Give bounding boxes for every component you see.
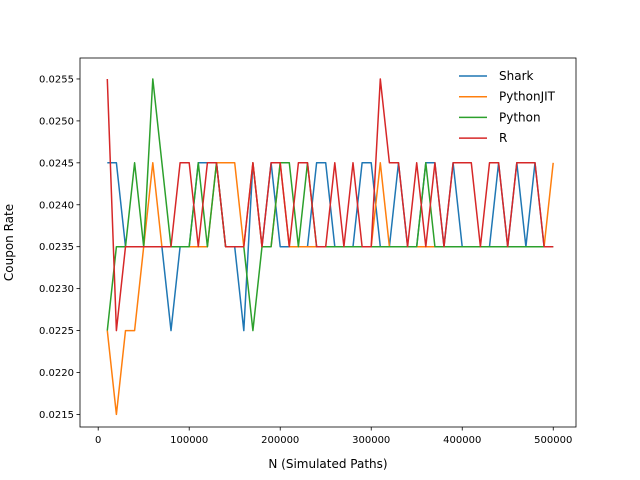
x-tick-label: 400000 (443, 435, 481, 446)
legend-label: Python (499, 110, 541, 124)
x-axis-label: N (Simulated Paths) (268, 457, 387, 471)
y-tick-label: 0.0245 (39, 158, 74, 169)
y-tick-label: 0.0220 (39, 368, 74, 379)
series-layer (106, 78, 554, 416)
y-tick-label: 0.0240 (39, 200, 74, 211)
legend: Shark PythonJIT Python R (459, 69, 556, 145)
y-tick-label: 0.0230 (39, 284, 74, 295)
series-line-python (106, 78, 554, 332)
legend-label: Shark (499, 69, 534, 83)
axes-frame (79, 57, 577, 428)
series-line-r (106, 78, 554, 332)
x-tick-label: 0 (95, 435, 101, 446)
y-tick-label: 0.0215 (39, 410, 74, 421)
x-tick-label: 100000 (170, 435, 208, 446)
x-axis-ticks: 0 100000 200000 300000 400000 500000 (95, 427, 572, 446)
plot-area (79, 57, 577, 428)
y-tick-label: 0.0225 (39, 326, 74, 337)
y-tick-label: 0.0250 (39, 116, 74, 127)
y-axis-label: Coupon Rate (2, 204, 16, 281)
x-tick-label: 300000 (352, 435, 390, 446)
y-axis-ticks: 0.0215 0.0220 0.0225 0.0230 0.0235 0.0240 0.02… (39, 74, 80, 421)
x-tick-label: 200000 (261, 435, 299, 446)
y-tick-label: 0.0235 (39, 242, 74, 253)
x-tick-label: 500000 (534, 435, 572, 446)
y-tick-label: 0.0255 (39, 74, 74, 85)
legend-label: R (499, 131, 507, 145)
legend-label: PythonJIT (499, 90, 556, 104)
